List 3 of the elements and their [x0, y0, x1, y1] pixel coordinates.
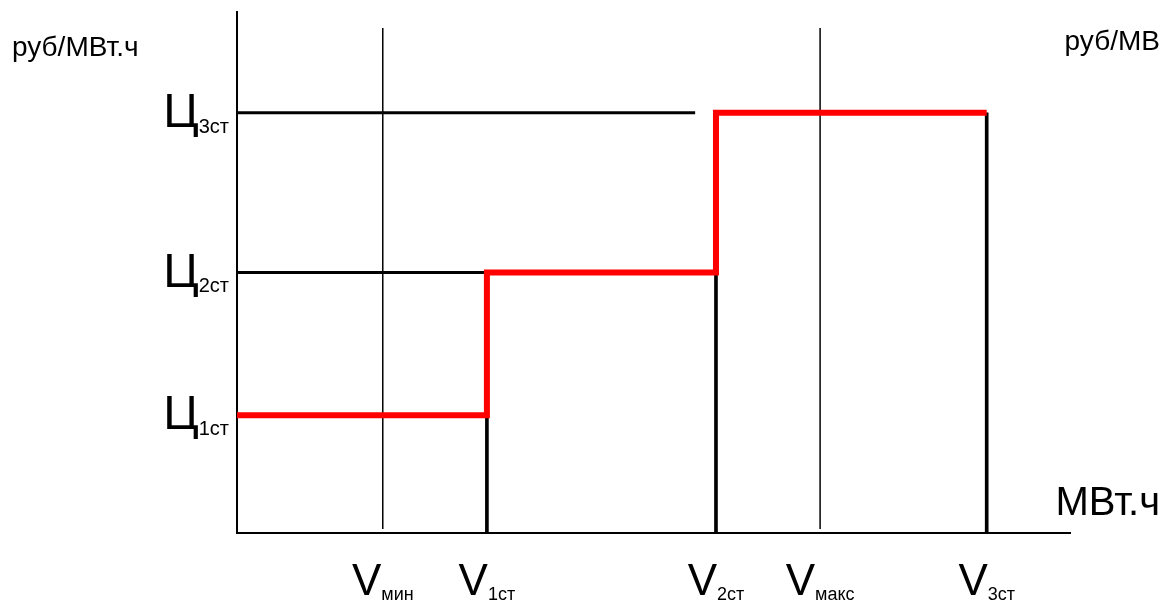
text: руб/МВ [1064, 25, 1160, 56]
y-axis-title: руб/МВт.ч [12, 31, 139, 62]
x-axis-title: МВт.ч [1055, 479, 1160, 523]
